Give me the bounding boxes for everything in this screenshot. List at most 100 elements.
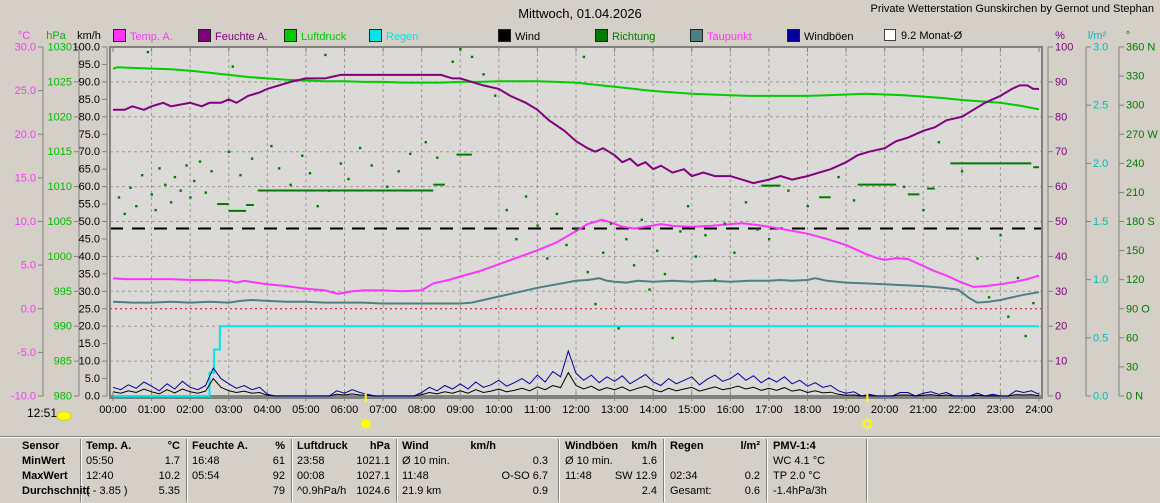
series-richtung-dot: [189, 196, 192, 199]
axis-tick-label: 55.0: [79, 199, 100, 211]
checkbox-icon[interactable]: [884, 29, 896, 41]
axis-tick-label: 90 O: [1126, 303, 1150, 315]
series-richtung-dot: [902, 185, 906, 188]
series-richtung-dot: [582, 55, 586, 59]
series-richtung-dot: [976, 257, 979, 260]
time-tick-label: 05:00: [292, 404, 320, 416]
axis-tick-label: 1000: [48, 251, 72, 263]
series-richtung-dot: [852, 199, 856, 202]
series-richtung-dot: [1032, 301, 1035, 305]
axis-tick-label: 1.5: [1093, 216, 1108, 228]
time-tick-label: 21:00: [909, 404, 937, 416]
series-richtung-dot: [158, 167, 161, 170]
series-richtung-dot: [227, 150, 231, 154]
series-richtung-dot: [787, 189, 790, 192]
table-cell-time: Ø 10 min.: [402, 455, 450, 467]
axis-tick-label: 90.0: [79, 76, 100, 88]
axis-unit-label: °: [1126, 30, 1130, 42]
series-temp-a--line: [112, 218, 1040, 295]
table-row-label: Durchschnitt: [22, 485, 90, 497]
legend-item-windb-en[interactable]: Windböen: [787, 29, 854, 43]
sun-small-icon: [56, 411, 72, 421]
axis-tick-label: 1.0: [1093, 274, 1108, 286]
time-tick-label: 11:00: [524, 404, 551, 416]
series-richtung-dot: [169, 201, 173, 204]
table-cell-value: 0.9: [532, 485, 548, 497]
axis-tick-label: 1020: [48, 111, 72, 123]
table-cell-value: 61: [272, 455, 285, 467]
table-cell-time: Gesamt:: [670, 485, 712, 497]
time-tick-label: 19:00: [832, 404, 860, 416]
table-header-name: Regen: [670, 440, 704, 452]
table-separator: [0, 436, 1160, 438]
legend-swatch-icon: [498, 29, 511, 42]
legend-swatch-icon: [595, 29, 608, 42]
table-cell-time: WC 4.1 °C: [773, 455, 826, 467]
table-cell-time: Ø 10 min.: [565, 455, 613, 467]
series-richtung-dot: [733, 251, 736, 254]
series-richtung-dot: [594, 302, 597, 306]
axis-tick-label: 360 N: [1126, 42, 1155, 54]
weather-chart: 30.025.020.015.010.05.00.0-5.0-10.0°C103…: [11, 30, 1158, 431]
axis-unit-label: hPa: [46, 30, 66, 42]
series-richtung-dot: [960, 170, 964, 173]
table-column-divider: [558, 439, 560, 502]
series-richtung-dot: [586, 270, 589, 274]
series-richtung-dot: [602, 251, 605, 254]
axis-tick-label: 35.0: [79, 268, 100, 280]
axis-tick-label: 10.0: [15, 216, 36, 228]
table-header-name: Windböen: [565, 440, 619, 452]
series-richtung-dot: [117, 196, 121, 199]
table-header-name: Luftdruck: [297, 440, 348, 452]
series-luftdruck-line: [112, 66, 1039, 111]
legend-item-regen[interactable]: Regen: [369, 29, 418, 43]
series-richtung-dot: [555, 212, 559, 216]
monthly-average-checkbox-item[interactable]: 9.2 Monat-Ø: [884, 29, 962, 42]
series-richtung-dot: [210, 170, 213, 173]
time-tick-label: 23:00: [987, 404, 1015, 416]
series-richtung-dot: [451, 60, 454, 63]
table-cell-value: 0.3: [532, 455, 548, 467]
legend-label: Taupunkt: [707, 31, 752, 43]
axis-unit-label: °C: [18, 30, 30, 42]
axis-tick-label: 270 W: [1126, 129, 1158, 141]
axis-tick-label: 0.0: [85, 391, 100, 403]
legend-swatch-icon: [198, 29, 211, 42]
series-richtung-dot: [704, 234, 707, 237]
table-cell-value: 79: [272, 485, 285, 497]
table-cell-value: 1027.1: [356, 470, 390, 482]
legend-item-wind[interactable]: Wind: [498, 29, 540, 43]
series-richtung-dot: [686, 204, 690, 208]
legend-item-feuchte-a-[interactable]: Feuchte A.: [198, 29, 268, 43]
table-column-divider: [663, 439, 665, 502]
axis-tick-label: 150: [1126, 245, 1144, 257]
legend-swatch-icon: [284, 29, 297, 42]
table-cell-value: 92: [272, 470, 285, 482]
axis-tick-label: 180 S: [1126, 216, 1155, 228]
axis-tick-label: 1030: [48, 42, 72, 54]
legend-item-temp-a-[interactable]: Temp. A.: [113, 29, 173, 43]
axis-tick-label: 210: [1126, 187, 1144, 199]
table-header-name: Wind: [402, 440, 429, 452]
series-richtung-dot: [316, 204, 319, 208]
series-richtung-dot: [328, 189, 331, 192]
axis-tick-label: 25.0: [15, 85, 36, 97]
legend-item-luftdruck[interactable]: Luftdruck: [284, 29, 346, 43]
axis-tick-label: 240: [1126, 158, 1144, 170]
series-richtung-dot: [617, 327, 620, 330]
axis-tick-label: 330: [1126, 71, 1144, 83]
series-richtung-dot: [524, 195, 528, 198]
page-title: Mittwoch, 01.04.2026: [518, 6, 642, 21]
sunset-sun-icon: [863, 419, 872, 429]
table-cell-time: -1.4hPa/3h: [773, 485, 827, 497]
legend-item-taupunkt[interactable]: Taupunkt: [690, 29, 752, 43]
axis-tick-label: 20: [1055, 321, 1067, 333]
table-row-label: MinWert: [22, 455, 66, 467]
table-cell-value: 10.2: [158, 470, 180, 482]
legend-item-richtung[interactable]: Richtung: [595, 29, 655, 43]
series-richtung-dot: [922, 208, 925, 212]
station-credit: Private Wetterstation Gunskirchen by Ger…: [870, 3, 1154, 15]
series-richtung-dot: [536, 224, 539, 227]
axis-tick-label: 50.0: [79, 216, 100, 228]
